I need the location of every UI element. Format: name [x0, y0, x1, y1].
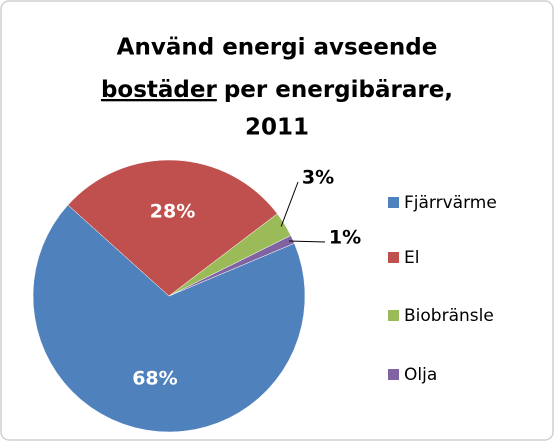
chart-title: bostäder per energibärare, — [101, 77, 453, 103]
legend-swatch — [388, 197, 399, 208]
pie-slice — [168, 235, 295, 297]
legend-label: Fjärrvärme — [404, 193, 497, 213]
legend-label: Biobränsle — [404, 306, 494, 326]
data-label: 1% — [329, 227, 361, 249]
chart-title: Använd energi avseende — [117, 35, 438, 61]
legend-swatch — [388, 252, 399, 263]
pie-slice — [32, 204, 306, 433]
leader-line — [289, 240, 326, 243]
data-label: 28% — [150, 200, 195, 222]
legend-swatch — [388, 310, 399, 321]
legend-swatch — [388, 369, 399, 380]
leader-line — [280, 181, 299, 227]
pie-slice — [67, 159, 278, 297]
chart-title-rest: per energibärare, — [224, 77, 453, 103]
data-label: 68% — [132, 368, 177, 390]
legend-label: El — [404, 248, 419, 268]
chart-title: 2011 — [245, 115, 309, 141]
legend-label: Olja — [404, 365, 437, 385]
data-label: 3% — [302, 167, 334, 189]
chart-title-underlined: bostäder — [101, 77, 218, 103]
